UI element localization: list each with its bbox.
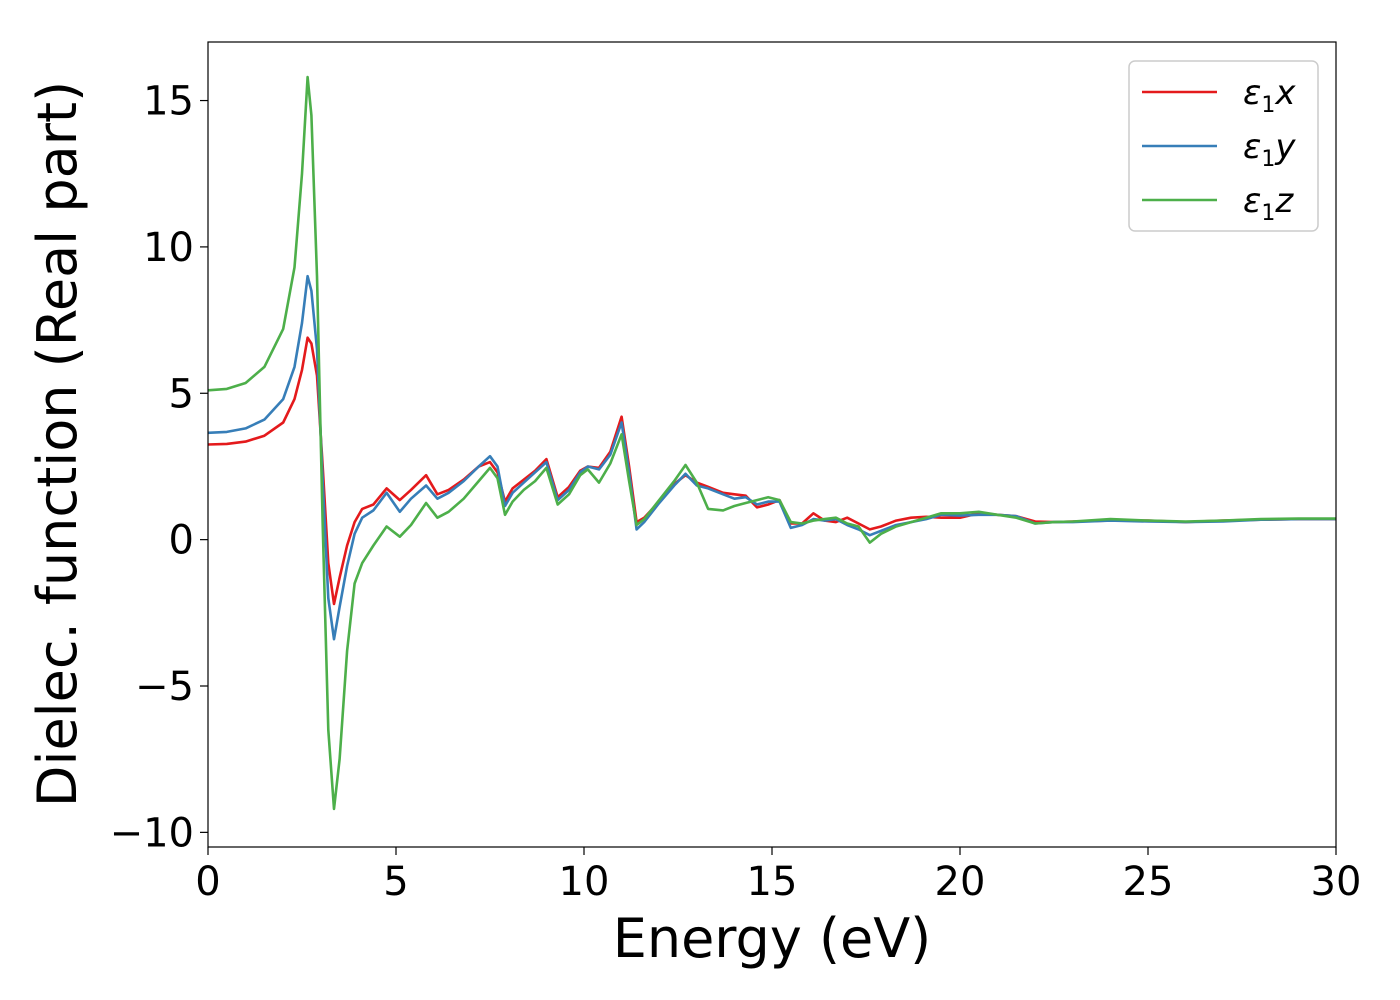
x-tick-label: 15 bbox=[747, 859, 798, 905]
y-tick-label: 10 bbox=[143, 225, 194, 271]
x-tick-label: 20 bbox=[935, 859, 986, 905]
series-line-1 bbox=[208, 336, 1336, 606]
y-tick-label: 15 bbox=[143, 79, 194, 125]
legend-label-2: ε1y bbox=[1243, 127, 1296, 172]
y-tick-label: −5 bbox=[135, 664, 194, 710]
x-axis-label: Energy (eV) bbox=[613, 907, 932, 970]
legend-label-1: ε1x bbox=[1243, 73, 1296, 118]
x-tick-label: 10 bbox=[559, 859, 610, 905]
y-tick-label: −10 bbox=[110, 810, 194, 856]
y-tick-label: 0 bbox=[169, 518, 194, 564]
x-tick-label: 0 bbox=[195, 859, 220, 905]
y-tick-label: 5 bbox=[169, 371, 194, 417]
series-line-3 bbox=[208, 75, 1336, 811]
legend-label-3: ε1z bbox=[1243, 181, 1294, 226]
legend-box bbox=[1128, 60, 1319, 232]
legend: ε1x ε1y ε1z bbox=[1128, 60, 1319, 232]
series-line-2 bbox=[208, 274, 1336, 641]
x-tick-label: 30 bbox=[1311, 859, 1362, 905]
x-tick-label: 25 bbox=[1123, 859, 1174, 905]
x-tick-label: 5 bbox=[383, 859, 408, 905]
y-axis-label: Dielec. function (Real part) bbox=[26, 81, 89, 807]
